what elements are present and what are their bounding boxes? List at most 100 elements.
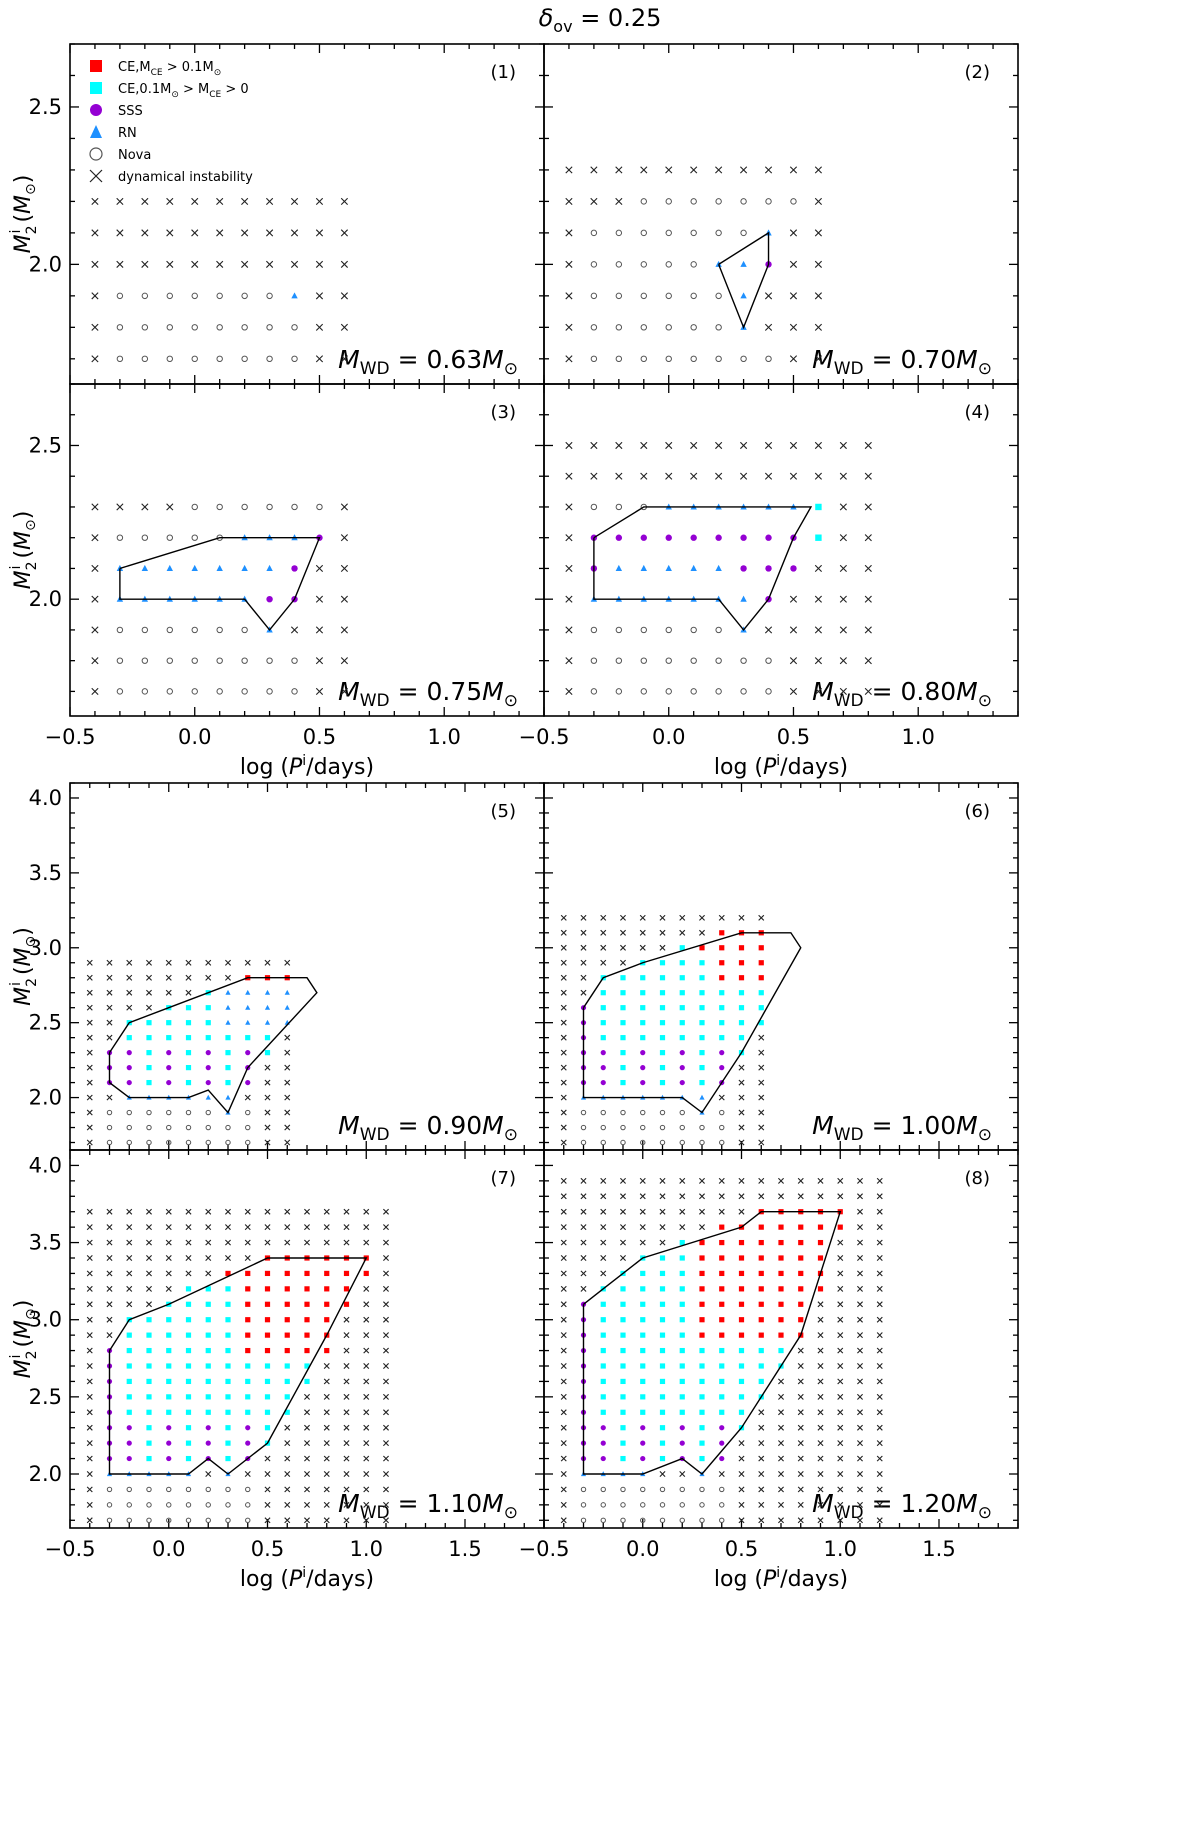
sss-marker: [166, 1440, 172, 1446]
dynamical-instability-marker: [857, 1455, 863, 1462]
ce-low-marker: [185, 1286, 192, 1292]
ce-low-marker: [600, 1409, 606, 1415]
dynamical-instability-marker: [205, 974, 212, 981]
dynamical-instability-marker: [837, 1193, 844, 1200]
ce-low-marker: [699, 1425, 705, 1431]
nova-marker: [205, 1486, 211, 1493]
panel-3: 2.0 2.5 M2i (M⊙) −0.5 0.0 0.5 1.0 log (Pi/days)…: [8, 383, 545, 780]
nova-marker: [590, 688, 598, 695]
nova-marker: [225, 1517, 231, 1523]
dynamical-instability-marker: [363, 1517, 370, 1524]
dynamical-instability-marker: [837, 1270, 844, 1277]
dynamical-instability-marker: [86, 1124, 93, 1131]
dynamical-instability-marker: [615, 166, 623, 174]
dynamical-instability-marker: [363, 1301, 370, 1308]
x-tick-label: 0.0: [178, 725, 211, 749]
sss-marker: [266, 595, 273, 603]
dynamical-instability-marker: [817, 1301, 824, 1308]
nova-marker: [106, 1139, 113, 1146]
nova-marker: [659, 1109, 666, 1116]
nova-marker: [225, 1139, 231, 1146]
nova-marker: [146, 1124, 152, 1131]
dynamical-instability-marker: [343, 1316, 350, 1323]
nova-marker: [640, 688, 648, 695]
ce-high-marker: [817, 1255, 824, 1261]
nova-marker: [185, 1502, 192, 1508]
ce-low-marker: [620, 975, 626, 981]
ce-low-marker: [679, 1409, 685, 1415]
dynamical-instability-marker: [758, 1486, 765, 1493]
nova-marker: [699, 1502, 705, 1508]
ce-high-marker: [738, 1270, 745, 1277]
legend-label: Nova: [118, 148, 151, 163]
ce-low-marker: [679, 1347, 685, 1354]
x-tick-label: −0.5: [45, 1537, 96, 1561]
ce-low-marker: [205, 1378, 211, 1385]
dynamical-instability-marker: [340, 687, 349, 695]
legend-marker: [89, 147, 103, 161]
dynamical-instability-marker: [876, 1193, 883, 1200]
ce-low-marker: [600, 1317, 606, 1323]
dynamical-instability-marker: [876, 1424, 883, 1431]
dynamical-instability-marker: [738, 1486, 745, 1493]
ce-high-marker: [304, 1270, 310, 1277]
dynamical-instability-marker: [600, 1224, 607, 1231]
dynamical-instability-marker: [789, 292, 798, 300]
nova-marker: [615, 292, 623, 300]
ce-low-marker: [620, 1317, 626, 1323]
ce-high-marker: [719, 975, 725, 981]
dynamical-instability-marker: [797, 1363, 804, 1369]
panel-frame: [69, 1149, 545, 1529]
rn-marker: [225, 1019, 231, 1025]
dynamical-instability-marker: [185, 1224, 192, 1231]
nova-marker: [715, 657, 722, 664]
dynamical-instability-marker: [205, 959, 212, 966]
dynamical-instability-marker: [857, 1471, 863, 1477]
rn-marker: [205, 1094, 211, 1100]
nova-marker: [266, 355, 273, 363]
ce-high-marker: [778, 1317, 784, 1323]
sss-marker: [719, 1440, 725, 1446]
nova-marker: [580, 1486, 587, 1493]
nova-marker: [216, 657, 223, 664]
dynamical-instability-marker: [191, 197, 199, 205]
dynamical-instability-marker: [323, 1424, 330, 1431]
ce-low-marker: [185, 1363, 192, 1369]
ce-low-marker: [699, 1347, 705, 1354]
dynamical-instability-marker: [789, 229, 798, 237]
dynamical-instability-marker: [363, 1409, 370, 1416]
dynamical-instability-marker: [560, 1004, 567, 1011]
dynamical-instability-marker: [580, 989, 587, 996]
nova-marker: [600, 1109, 606, 1116]
ce-low-marker: [146, 1378, 152, 1385]
dynamical-instability-marker: [560, 1517, 567, 1524]
ce-low-marker: [679, 1394, 685, 1400]
dynamical-instability-marker: [106, 1019, 113, 1026]
ce-low-marker: [738, 1409, 745, 1415]
dynamical-instability-marker: [864, 595, 872, 603]
ce-high-marker: [758, 1255, 764, 1261]
ce-low-marker: [126, 1378, 132, 1385]
dynamical-instability-marker: [91, 197, 99, 205]
dynamical-instability-marker: [343, 1455, 350, 1462]
dynamical-instability-marker: [315, 260, 324, 268]
sss-marker: [291, 565, 298, 572]
dynamical-instability-marker: [837, 1409, 844, 1416]
dynamical-instability-marker: [758, 1034, 765, 1041]
ce-high-marker: [304, 1301, 310, 1307]
ce-low-marker: [659, 975, 666, 981]
nova-marker: [185, 1124, 192, 1131]
dynamical-instability-marker: [126, 974, 133, 981]
dynamical-instability-marker: [560, 1501, 567, 1508]
rn-marker: [245, 989, 251, 995]
dynamical-instability-marker: [738, 1501, 745, 1508]
sss-marker: [600, 1079, 606, 1086]
nova-marker: [715, 355, 722, 363]
dynamical-instability-marker: [185, 974, 192, 981]
y-tick-label: 4.0: [29, 786, 62, 810]
nova-marker: [191, 292, 198, 300]
ce-low-marker: [166, 1409, 172, 1415]
dynamical-instability-marker: [146, 1208, 152, 1215]
ce-low-marker: [264, 1425, 271, 1431]
dynamical-instability-marker: [715, 166, 723, 174]
